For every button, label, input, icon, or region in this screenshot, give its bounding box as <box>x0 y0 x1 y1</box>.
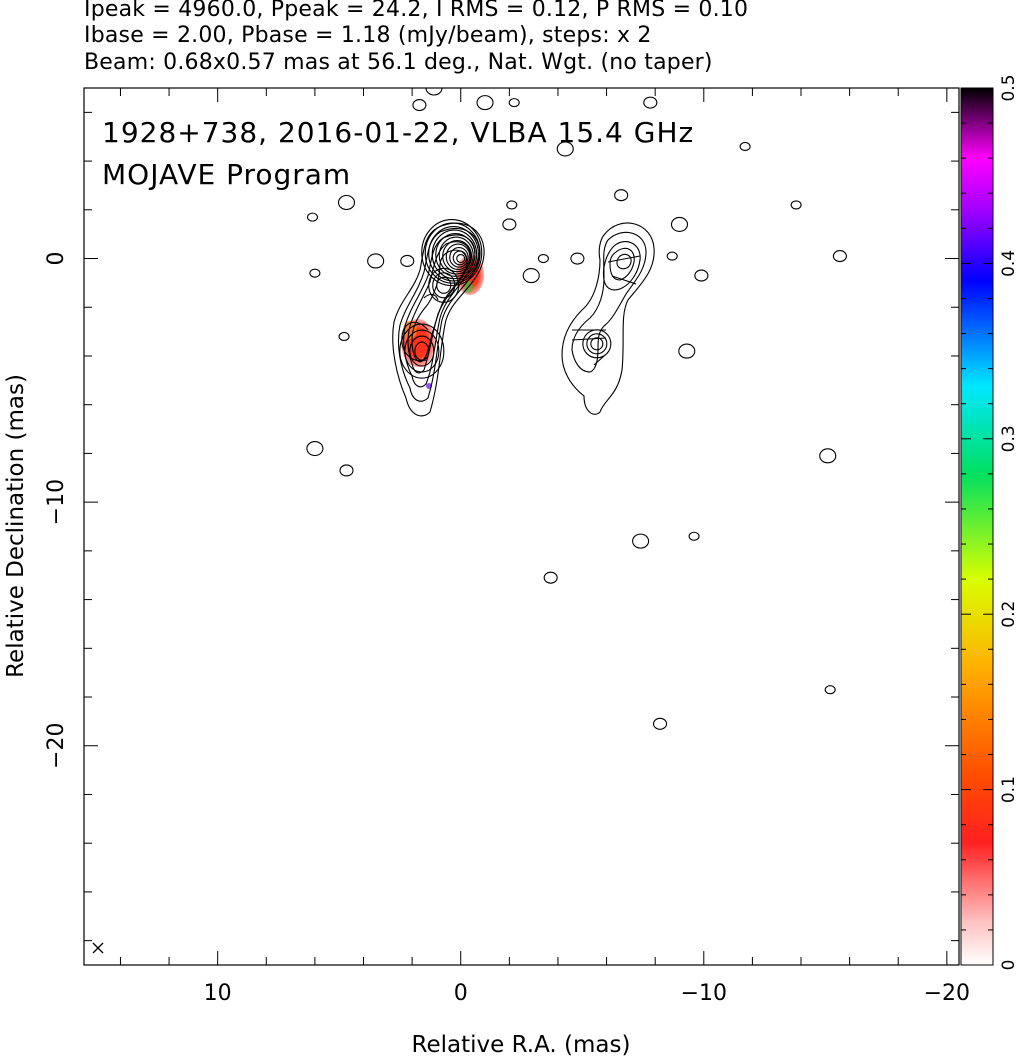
y-axis-label: Relative Declination (mas) <box>3 374 29 678</box>
jet-contour <box>403 234 476 388</box>
isolated-contour <box>678 343 696 359</box>
isolated-contour <box>425 88 443 96</box>
isolated-contour <box>412 99 427 112</box>
y-tick-label: −10 <box>44 479 69 525</box>
second-image-contour <box>561 222 655 415</box>
second-image-contour <box>602 241 641 291</box>
colorbar-tick-label: 0 <box>999 960 1019 971</box>
knot-contour <box>428 267 460 303</box>
second-image-contour <box>609 247 635 281</box>
isolated-contour <box>338 331 350 342</box>
second-knot-contour <box>590 337 604 351</box>
isolated-contour <box>337 194 356 211</box>
core-contour <box>449 246 469 268</box>
jet-inner-contour <box>401 321 429 362</box>
isolated-contour <box>632 533 650 549</box>
isolated-contour <box>522 268 540 284</box>
jet-inner-contour <box>423 293 439 301</box>
knot-contour <box>432 272 456 299</box>
knot-contour <box>436 276 452 294</box>
y-tick-label: −20 <box>44 723 69 769</box>
beam-marker <box>92 942 104 954</box>
isolated-contour <box>367 253 385 269</box>
header-line-3: Beam: 0.68x0.57 mas at 56.1 deg., Nat. W… <box>84 50 713 75</box>
map-subtitle: MOJAVE Program <box>102 158 351 191</box>
isolated-contour <box>508 98 520 108</box>
colorbar-tick-label: 0.5 <box>999 74 1019 101</box>
colorbar-gradient <box>960 87 994 966</box>
jet-knot-contour <box>414 341 430 361</box>
y-tick-label: 0 <box>44 252 69 266</box>
x-axis-label: Relative R.A. (mas) <box>412 1032 631 1058</box>
isolated-contour <box>339 464 354 477</box>
jet-contour <box>397 227 481 402</box>
second-image-artefact <box>571 337 607 341</box>
colorbar-tick-label: 0.2 <box>999 601 1019 628</box>
colorbar-tick-label: 0.3 <box>999 425 1019 452</box>
isolated-contour <box>309 268 321 278</box>
isolated-contour <box>502 218 517 231</box>
isolated-contour <box>824 685 836 695</box>
isolated-contour <box>476 95 494 111</box>
plot-frame <box>83 87 960 966</box>
jet-knot-contour <box>409 335 435 367</box>
isolated-contour <box>643 96 658 109</box>
isolated-contour <box>739 141 751 152</box>
core-contour <box>421 218 483 287</box>
map-data <box>92 88 847 954</box>
map-title: 1928+738, 2016-01-22, VLBA 15.4 GHz <box>102 116 694 149</box>
colorbar-tick-label: 0.1 <box>999 776 1019 803</box>
colorbar-tick-label: 0.4 <box>999 250 1019 277</box>
isolated-contour <box>506 200 518 210</box>
isolated-contour <box>570 252 585 265</box>
isolated-contour <box>614 189 629 202</box>
header-line-1: Ipeak = 4960.0, Ppeak = 24.2, I RMS = 0.… <box>84 0 749 22</box>
second-image-artefact <box>611 275 637 285</box>
jet-contour <box>392 222 485 417</box>
isolated-contour <box>666 251 678 261</box>
x-tick-label: 10 <box>204 981 232 1006</box>
second-image-artefact <box>593 355 605 366</box>
x-tick-label: 0 <box>454 981 468 1006</box>
jet-contour <box>407 241 472 374</box>
core-contour <box>456 253 466 264</box>
colorbar <box>960 87 994 966</box>
jet-contour <box>411 249 468 363</box>
isolated-contour <box>832 250 847 263</box>
isolated-contour <box>688 531 700 541</box>
isolated-contour <box>537 253 549 264</box>
axis-ticks <box>84 88 959 965</box>
second-image-contour <box>616 253 632 270</box>
isolated-contour <box>670 216 689 232</box>
isolated-contour <box>694 269 709 282</box>
isolated-contour <box>790 200 802 210</box>
core-contour <box>445 243 471 270</box>
second-image-artefact <box>607 255 641 263</box>
header-line-2: Ibase = 2.00, Pbase = 1.18 (mJy/beam), s… <box>84 23 652 48</box>
isolated-contour <box>556 141 574 157</box>
second-knot-contour <box>586 333 608 355</box>
isolated-contour <box>400 254 415 268</box>
isolated-contour <box>819 448 837 464</box>
isolated-contour <box>306 212 319 222</box>
core-contour <box>438 236 474 275</box>
isolated-contour <box>306 440 324 457</box>
isolated-contour <box>652 717 668 730</box>
isolated-contour <box>543 571 558 584</box>
x-tick-label: −10 <box>681 981 727 1006</box>
x-tick-label: −20 <box>924 981 970 1006</box>
